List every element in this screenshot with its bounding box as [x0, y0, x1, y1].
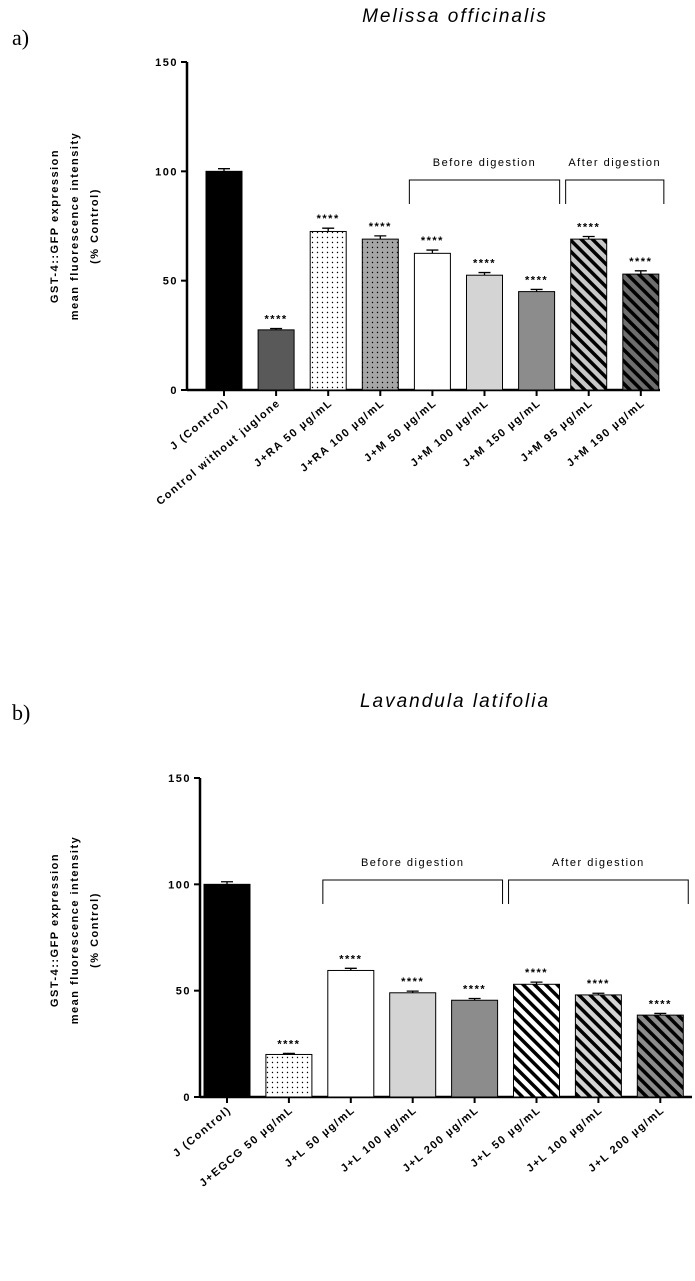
y-axis-label: (% Control) [89, 188, 101, 264]
error-bar [282, 1052, 295, 1055]
significance: **** [265, 314, 288, 326]
bar [518, 291, 556, 391]
error-bar [478, 271, 491, 276]
significance: **** [649, 998, 672, 1010]
y-axis-label: mean fluorescence intensity [69, 836, 81, 1024]
y-tick-label: 50 [163, 276, 178, 288]
bar [205, 170, 243, 391]
bar [327, 969, 375, 1098]
y-axis-label: GST-4::GFP expression [49, 853, 61, 1007]
bar [309, 230, 347, 391]
bar [622, 273, 660, 391]
significance: **** [463, 984, 486, 996]
bracket [408, 179, 561, 204]
significance: **** [317, 213, 340, 225]
bar [257, 329, 295, 391]
y-tick-label: 0 [170, 385, 178, 397]
x-tick-label: J+RA 100 µg/mL [298, 397, 387, 474]
y-tick-label: 150 [168, 773, 191, 785]
significance: **** [577, 221, 600, 233]
error-bar [344, 967, 357, 971]
error-bar [468, 997, 481, 1001]
error-bar [322, 227, 335, 232]
error-bar [406, 990, 419, 993]
bar [203, 883, 251, 1098]
bar [389, 992, 437, 1098]
bar [574, 994, 622, 1098]
error-bar [426, 249, 439, 254]
error-bar [654, 1012, 667, 1016]
y-tick-label: 50 [176, 986, 191, 998]
significance: **** [525, 967, 548, 979]
panel-label: a) [12, 25, 29, 50]
y-tick-label: 100 [155, 166, 178, 178]
error-bar [270, 327, 283, 330]
x-tick-label: J (Control) [171, 1104, 234, 1160]
bar [265, 1053, 313, 1098]
bracket [322, 879, 504, 904]
error-bar [634, 270, 647, 275]
significance: **** [629, 256, 652, 268]
error-bar [218, 168, 230, 172]
y-tick-label: 150 [155, 57, 178, 69]
error-bar [530, 288, 543, 292]
bar [513, 983, 560, 1098]
significance: **** [587, 978, 610, 990]
bracket [565, 179, 665, 204]
panel-label: b) [12, 700, 30, 725]
error-bar [374, 235, 387, 240]
bracket-label: After digestion [552, 857, 645, 869]
error-bar [221, 881, 233, 885]
bar [570, 238, 608, 391]
y-tick-label: 0 [183, 1092, 191, 1104]
significance: **** [473, 258, 496, 270]
significance: **** [369, 221, 392, 233]
significance: **** [339, 953, 362, 965]
chart-title: Lavandula latifolia [360, 691, 550, 712]
bar [636, 1014, 684, 1098]
bar [361, 238, 399, 391]
significance: **** [525, 274, 548, 286]
y-axis-label: GST-4::GFP expression [49, 149, 61, 303]
error-bar [582, 235, 595, 240]
significance: **** [401, 976, 424, 988]
bracket-label: After digestion [568, 157, 661, 169]
error-bar [592, 992, 605, 995]
significance: **** [421, 235, 444, 247]
bracket [508, 879, 689, 904]
bracket-label: Before digestion [433, 157, 537, 169]
significance: **** [277, 1038, 300, 1050]
bar [451, 999, 499, 1098]
y-axis-label: mean fluorescence intensity [69, 132, 81, 320]
chart-title: Melissa officinalis [362, 6, 548, 27]
bar [413, 252, 451, 391]
bar [466, 274, 503, 391]
error-bar [530, 981, 543, 985]
y-axis-label: (% Control) [89, 892, 101, 968]
bracket-label: Before digestion [361, 857, 465, 869]
y-tick-label: 100 [168, 879, 191, 891]
